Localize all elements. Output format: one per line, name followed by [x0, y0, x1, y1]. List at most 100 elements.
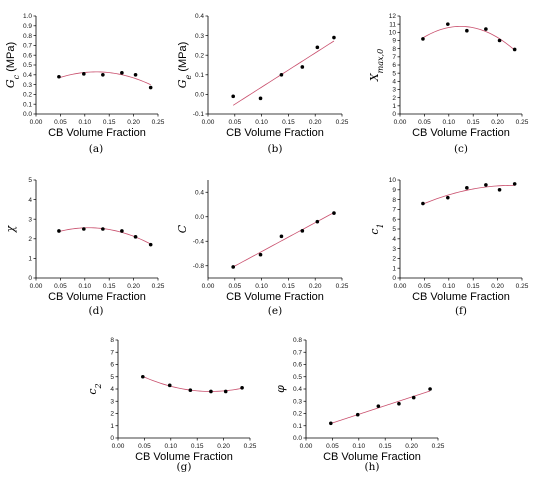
y-tick-label: 0: [392, 275, 396, 282]
y-axis-label: Xmax,0: [368, 49, 385, 82]
chart-panel-e: 0.00 0.05 0.10 0.15 0.20 0.25 -0.8 -0.4 0.0 0.4 CB…: [176, 180, 349, 317]
x-tick-label: 0.00: [30, 119, 43, 126]
data-point: [315, 45, 320, 50]
panel-caption: (f): [455, 305, 467, 317]
x-axis-label: CB Volume Fraction: [226, 127, 324, 139]
data-point: [120, 71, 124, 75]
x-tick-label: 0.15: [103, 119, 116, 126]
data-point: [258, 252, 263, 257]
x-tick-label: 0.10: [78, 283, 91, 290]
data-point: [148, 85, 153, 90]
data-point: [82, 72, 86, 76]
y-tick-label: 0.2: [293, 411, 302, 418]
data-point: [512, 182, 517, 186]
y-tick-label: -0.4: [193, 238, 205, 245]
x-tick-label: 0.25: [244, 443, 257, 450]
x-tick-label: 0.05: [54, 119, 67, 126]
y-tick-label: 3: [110, 398, 114, 405]
data-point: [512, 47, 517, 52]
x-tick-label: 0.10: [442, 283, 455, 290]
y-tick-label: 0.6: [293, 362, 302, 369]
data-point: [258, 96, 263, 101]
y-tick-label: 7: [110, 349, 114, 356]
y-tick-label: 0.4: [195, 189, 204, 196]
panel-caption: (a): [89, 143, 103, 155]
y-tick-label: 0: [28, 275, 32, 282]
y-tick-label: 3: [392, 246, 396, 253]
y-axis-label: Gc (MPa): [4, 42, 21, 88]
y-tick-label: 8: [392, 46, 396, 53]
y-tick-label: 1: [392, 265, 396, 272]
y-tick-label: 7: [392, 54, 396, 61]
y-tick-label: 0.5: [293, 374, 302, 381]
y-tick-label: 0: [392, 111, 396, 118]
x-tick-label: 0.05: [418, 119, 431, 126]
data-point: [209, 389, 213, 394]
y-tick-label: 6: [110, 362, 114, 369]
data-point: [240, 385, 244, 390]
y-tick-label: 4: [392, 79, 396, 86]
chart-panel-d: 0.00 0.05 0.10 0.15 0.20 0.25 0 1 2 3 4 5 CB Volume …: [4, 177, 165, 317]
y-tick-label: 0.5: [23, 62, 32, 69]
x-tick-label: 0.10: [442, 119, 455, 126]
y-tick-label: 0.8: [23, 33, 32, 40]
y-tick-label: 12: [389, 13, 397, 20]
data-point: [484, 183, 488, 187]
y-tick-label: 5: [110, 374, 114, 381]
x-tick-label: 0.00: [394, 283, 407, 290]
y-axis-label: C: [176, 224, 189, 233]
y-tick-label: 0.0: [195, 92, 204, 99]
y-tick-label: 5: [28, 177, 32, 184]
x-tick-label: 0.15: [467, 119, 480, 126]
x-axis-label: CB Volume Fraction: [48, 291, 146, 303]
data-point: [465, 186, 469, 190]
x-tick-label: 0.25: [432, 443, 445, 450]
y-tick-label: 6: [392, 216, 396, 223]
x-axis-label: CB Volume Fraction: [48, 127, 146, 139]
panel-caption: (b): [268, 143, 283, 155]
y-tick-label: 0.3: [293, 398, 302, 405]
fit-line: [422, 25, 515, 51]
x-tick-label: 0.20: [127, 283, 140, 290]
y-tick-label: 1: [28, 256, 32, 263]
y-tick-label: 8: [392, 197, 396, 204]
x-tick-label: 0.00: [30, 283, 43, 290]
y-tick-label: -0.1: [193, 111, 205, 118]
x-tick-label: 0.00: [300, 443, 313, 450]
y-tick-label: 0.2: [195, 52, 204, 59]
chart-panel-a: 0.00 0.05 0.10 0.15 0.20 0.25 0.0 0.1 0.2 0.3 0.4 0…: [4, 13, 165, 155]
y-tick-label: 0.4: [23, 72, 32, 79]
x-axis-label: CB Volume Fraction: [323, 451, 421, 463]
x-tick-label: 0.25: [336, 119, 349, 126]
y-tick-label: 0.2: [23, 92, 32, 99]
data-point: [300, 229, 305, 233]
y-tick-label: 5: [392, 226, 396, 233]
y-tick-label: 11: [389, 21, 396, 28]
y-tick-label: 0.7: [293, 349, 302, 356]
panel-caption: (c): [454, 143, 468, 155]
y-tick-label: 9: [392, 38, 396, 45]
y-tick-label: 7: [392, 207, 396, 214]
x-tick-label: 0.05: [138, 443, 151, 450]
chart-panel-g: 0.00 0.05 0.10 0.15 0.20 0.25 0 1 2 3 4 5 6 7 8 CB Volu…: [86, 337, 257, 473]
y-tick-label: 3: [392, 87, 396, 94]
x-tick-label: 0.15: [379, 443, 392, 450]
x-tick-label: 0.20: [491, 119, 504, 126]
y-axis-label: c2: [86, 383, 103, 394]
data-point: [57, 229, 61, 233]
y-tick-label: 6: [392, 62, 396, 69]
x-tick-label: 0.20: [309, 283, 322, 290]
x-axis-label: CB Volume Fraction: [226, 291, 324, 303]
panel-caption: (h): [365, 461, 380, 473]
fit-line: [422, 184, 515, 205]
data-point: [428, 387, 432, 391]
data-point: [279, 73, 284, 77]
x-tick-label: 0.25: [152, 119, 165, 126]
y-axis-label: Ge (MPa): [176, 42, 193, 89]
x-tick-label: 0.00: [202, 283, 215, 290]
x-tick-label: 0.00: [202, 119, 215, 126]
data-point: [355, 412, 360, 417]
fit-line: [232, 40, 335, 106]
y-tick-label: 0.9: [23, 23, 32, 30]
